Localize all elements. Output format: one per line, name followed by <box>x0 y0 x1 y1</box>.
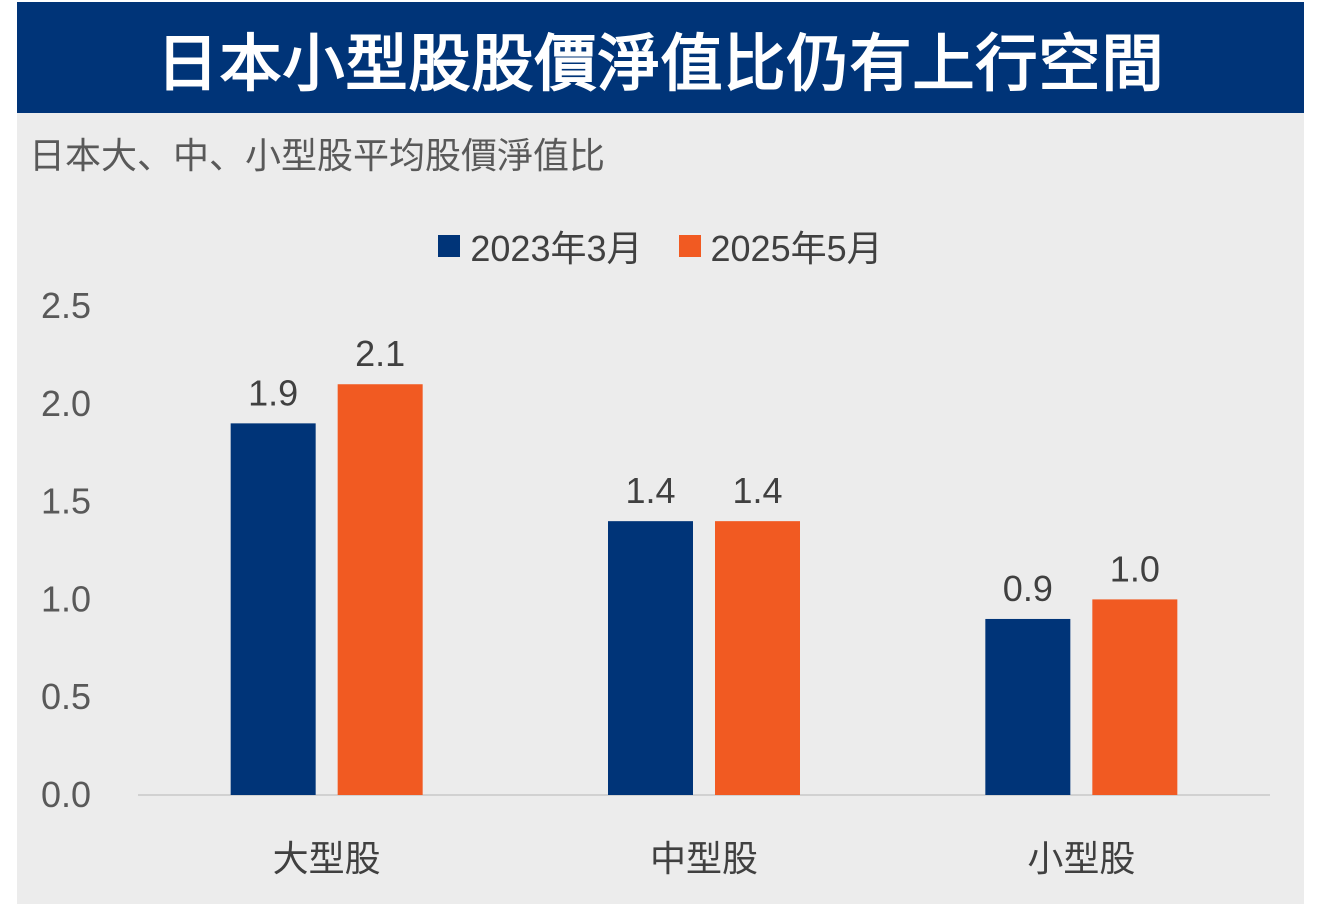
legend-swatch-series-1 <box>438 235 461 257</box>
bar-series-2 <box>1092 599 1178 795</box>
y-tick-label: 1.5 <box>41 481 91 522</box>
data-label: 2.1 <box>355 333 405 374</box>
bar-series-1 <box>608 521 693 795</box>
legend-item-series-1: 2023年3月 <box>438 220 643 272</box>
chart-subtitle: 日本大、中、小型股平均股價淨值比 <box>29 136 606 177</box>
y-tick-label: 0.5 <box>41 676 91 717</box>
legend-swatch-series-2 <box>678 235 701 257</box>
bar-series-2 <box>715 521 800 795</box>
bar-chart: 0.0 0.5 1.0 1.5 2.0 2.5 1.9 2.1 大型股 1.4 1.4 中型股 0.9 1… <box>41 285 1270 879</box>
legend-label-series-2: 2025年5月 <box>710 228 883 269</box>
bar-series-2 <box>337 384 423 795</box>
legend-item-series-2: 2025年5月 <box>678 220 883 272</box>
data-label: 1.0 <box>1110 548 1160 589</box>
data-label: 1.9 <box>248 372 298 413</box>
chart-banner-title: 日本小型股股價淨值比仍有上行空間 <box>17 2 1304 113</box>
y-tick-label: 1.0 <box>41 578 91 619</box>
bar-series-1 <box>230 423 316 795</box>
data-label: 1.4 <box>625 470 675 511</box>
data-label: 1.4 <box>732 470 782 511</box>
data-label: 0.9 <box>1003 568 1053 609</box>
x-category-label: 中型股 <box>650 838 758 879</box>
chart-panel: 日本大、中、小型股平均股價淨值比 2023年3月 2025年5月 0.0 0.5 1… <box>17 113 1304 904</box>
legend-label-series-1: 2023年3月 <box>470 228 643 269</box>
bar-series-1 <box>985 618 1071 795</box>
x-category-label: 大型股 <box>273 838 381 879</box>
x-category-label: 小型股 <box>1027 838 1135 879</box>
chart-legend: 2023年3月 2025年5月 <box>17 221 1304 271</box>
y-tick-label: 2.0 <box>41 383 91 424</box>
y-tick-label: 2.5 <box>41 285 91 326</box>
y-tick-label: 0.0 <box>41 774 91 815</box>
